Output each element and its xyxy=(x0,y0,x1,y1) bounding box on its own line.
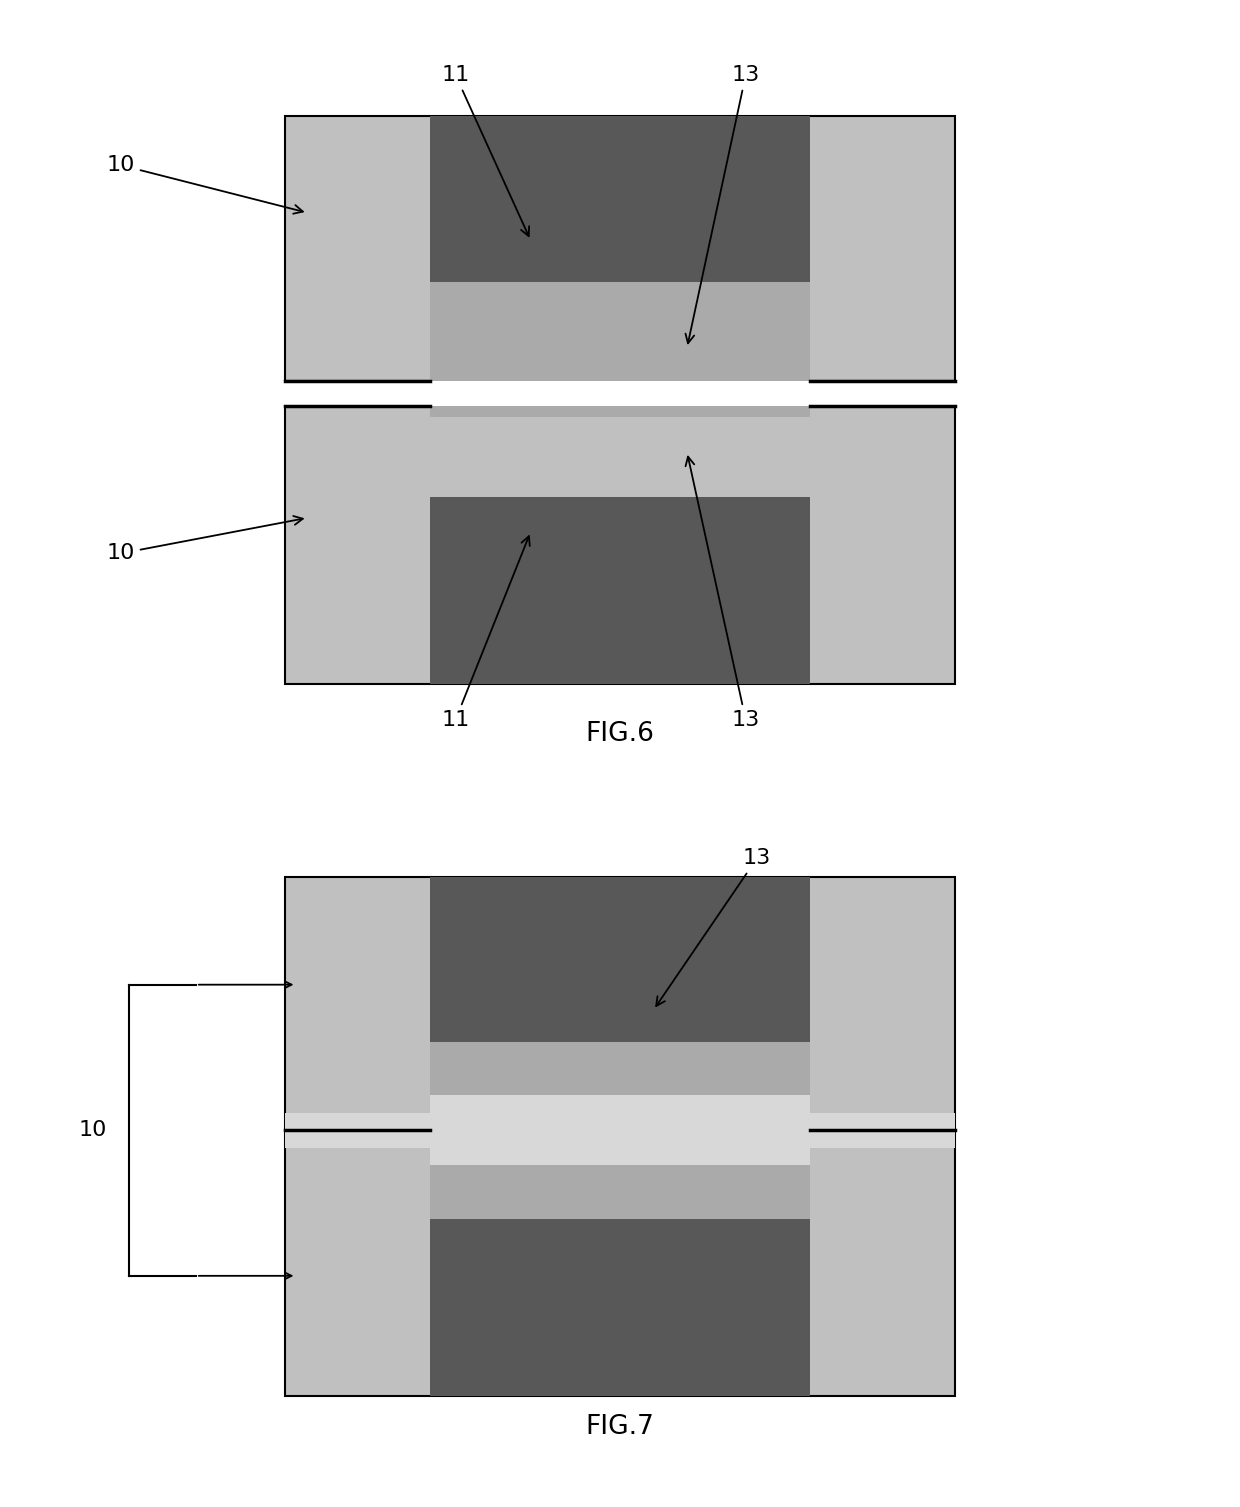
Bar xyxy=(430,497,810,684)
Bar xyxy=(430,1153,810,1219)
Text: 13: 13 xyxy=(686,457,760,729)
Text: 13: 13 xyxy=(686,65,760,344)
Text: FIG.6: FIG.6 xyxy=(585,720,655,746)
Bar xyxy=(285,877,955,1130)
Bar xyxy=(430,405,810,417)
Text: 10: 10 xyxy=(107,515,303,564)
Bar xyxy=(285,116,955,381)
Text: FIG.7: FIG.7 xyxy=(585,1415,655,1441)
Bar xyxy=(430,116,810,282)
Text: 11: 11 xyxy=(441,65,529,237)
Bar xyxy=(285,1112,955,1148)
Text: 10: 10 xyxy=(78,1120,107,1141)
Text: 13: 13 xyxy=(656,848,771,1007)
Bar xyxy=(430,1041,810,1096)
Bar xyxy=(285,1130,955,1395)
Bar xyxy=(430,877,810,1041)
Bar xyxy=(430,1096,810,1165)
Bar xyxy=(430,1219,810,1395)
Text: 11: 11 xyxy=(441,536,529,729)
Text: 10: 10 xyxy=(107,155,303,214)
Bar xyxy=(285,405,955,684)
Bar xyxy=(285,381,955,405)
Bar xyxy=(430,282,810,381)
